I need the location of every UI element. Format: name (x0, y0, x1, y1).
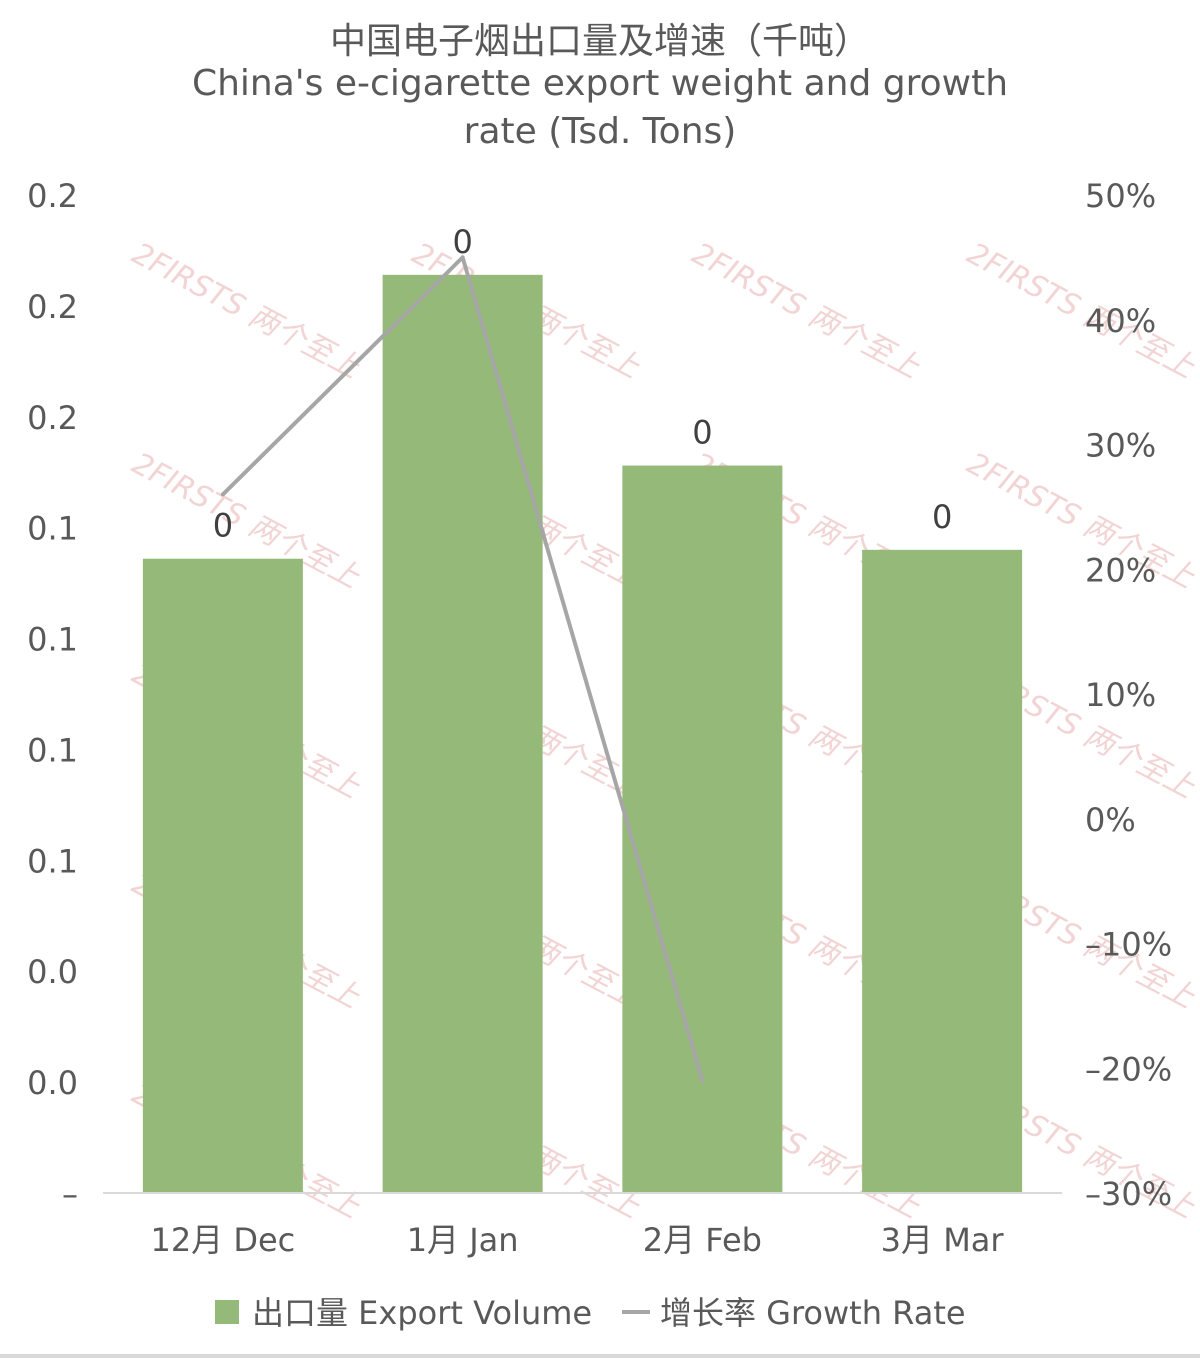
x-tick-label: 3月 Mar (881, 1221, 1005, 1259)
left-tick-label: 0.0 (27, 1064, 78, 1102)
growth-rate-point (220, 492, 225, 497)
watermark-text: 2FIRSTS 两个至上 (961, 236, 1200, 386)
x-axis-ticks: 12月 Dec 1月 Jan 2月 Feb 3月 Mar (150, 1221, 1004, 1259)
chart-title-chinese: 中国电子烟出口量及增速（千吨） (329, 21, 870, 62)
left-tick-label: 0.1 (27, 510, 78, 548)
data-labels: 0 0 0 0 (213, 223, 953, 545)
bar-series (142, 274, 1023, 1194)
bar-data-label: 0 (213, 507, 233, 545)
bar-data-label: 0 (932, 498, 952, 536)
bottom-divider (0, 1354, 1200, 1358)
right-tick-label: 30% (1085, 427, 1156, 465)
growth-rate-point (700, 1078, 705, 1083)
x-tick-label: 12月 Dec (150, 1221, 295, 1259)
right-tick-label: 0% (1085, 801, 1136, 839)
right-tick-label: 10% (1085, 676, 1156, 714)
x-tick-label: 2月 Feb (643, 1221, 762, 1259)
right-tick-label: –10% (1085, 926, 1172, 964)
right-tick-label: –20% (1085, 1050, 1172, 1088)
watermark-text: 2FIRSTS 两个至上 (686, 236, 926, 386)
chart-title-english: China's e-cigarette export weight and gr… (191, 63, 1009, 152)
left-tick-label: – (62, 1175, 78, 1213)
x-tick-label: 1月 Jan (407, 1221, 519, 1259)
left-tick-label: 0.2 (27, 399, 78, 437)
right-tick-label: 50% (1085, 177, 1156, 215)
left-tick-label: 0.2 (27, 288, 78, 326)
right-tick-label: –30% (1085, 1175, 1172, 1213)
left-axis-ticks: – 0.0 0.0 0.1 0.1 0.1 0.1 0.2 0.2 0.2 (27, 177, 78, 1213)
left-tick-label: 0.0 (27, 953, 78, 991)
left-tick-label: 0.1 (27, 842, 78, 880)
legend-bar-swatch (215, 1300, 239, 1324)
legend-bar-label: 出口量 Export Volume (252, 1294, 592, 1332)
right-tick-label: 20% (1085, 551, 1156, 589)
left-tick-label: 0.1 (27, 731, 78, 769)
left-tick-label: 0.2 (27, 177, 78, 215)
bar (622, 465, 783, 1194)
right-axis-ticks: –30% –20% –10% 0% 10% 20% 30% 40% 50% (1085, 177, 1172, 1213)
line-series (220, 255, 705, 1083)
bar-data-label: 0 (692, 414, 712, 452)
right-tick-label: 40% (1085, 302, 1156, 340)
bar (862, 549, 1023, 1193)
legend: 出口量 Export Volume 增长率 Growth Rate (215, 1294, 966, 1332)
growth-rate-point (460, 255, 465, 260)
bar (142, 558, 303, 1193)
watermark-text: 2FIRSTS 两个至上 (126, 236, 366, 386)
left-tick-label: 0.1 (27, 621, 78, 659)
bar (382, 274, 543, 1194)
bar-data-label: 0 (452, 223, 472, 261)
legend-line-label: 增长率 Growth Rate (660, 1294, 966, 1332)
